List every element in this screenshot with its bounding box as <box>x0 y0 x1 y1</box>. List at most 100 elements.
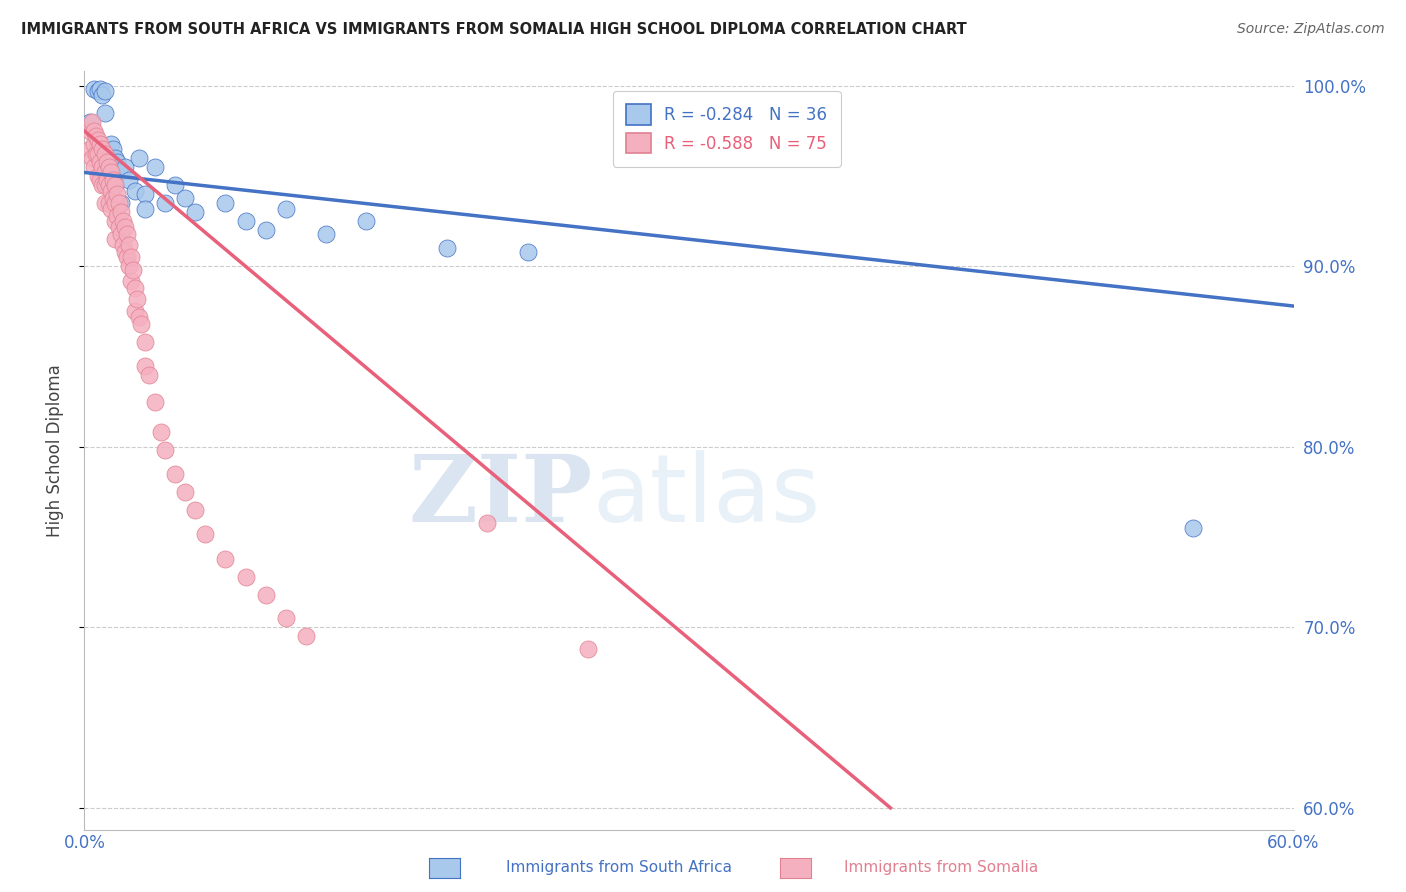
Point <box>274 611 297 625</box>
Point <box>100 184 122 198</box>
Point <box>115 227 138 241</box>
Point <box>91 142 114 156</box>
Point <box>89 172 111 186</box>
Point <box>104 214 127 228</box>
Point <box>104 151 127 165</box>
Point <box>165 467 187 481</box>
Point <box>118 172 141 186</box>
Point <box>114 160 136 174</box>
Point <box>87 147 110 161</box>
Point <box>107 219 129 234</box>
Point <box>91 178 114 193</box>
Point <box>134 359 156 373</box>
Point <box>254 588 277 602</box>
Text: Source: ZipAtlas.com: Source: ZipAtlas.com <box>1237 22 1385 37</box>
Point <box>121 263 143 277</box>
Point <box>111 237 134 252</box>
Point <box>93 165 115 179</box>
Point <box>107 196 129 211</box>
Text: Immigrants from Somalia: Immigrants from Somalia <box>844 860 1038 874</box>
Point <box>89 136 111 151</box>
Point <box>105 187 128 202</box>
Point <box>516 244 538 259</box>
Y-axis label: High School Diploma: High School Diploma <box>45 364 63 537</box>
Point <box>153 196 176 211</box>
Point <box>120 250 142 264</box>
Text: ZIP: ZIP <box>408 451 592 541</box>
Point <box>101 172 124 186</box>
Point <box>97 178 120 193</box>
Point <box>576 642 599 657</box>
Point <box>125 292 148 306</box>
Point <box>104 232 127 246</box>
Point <box>214 551 236 566</box>
Point <box>96 154 118 169</box>
Point <box>315 227 337 241</box>
Point <box>110 227 132 241</box>
Point <box>89 82 111 96</box>
Point <box>104 196 127 211</box>
Point <box>83 124 105 138</box>
Text: Immigrants from South Africa: Immigrants from South Africa <box>506 860 733 874</box>
Point <box>107 165 129 179</box>
Point <box>436 241 458 255</box>
Point <box>134 202 156 216</box>
Point <box>124 281 146 295</box>
Point <box>235 214 257 228</box>
Point <box>124 184 146 198</box>
Point <box>91 87 114 102</box>
Point <box>184 503 207 517</box>
Point <box>93 84 115 98</box>
Point <box>100 202 122 216</box>
Point <box>105 154 128 169</box>
Point <box>105 209 128 223</box>
Point <box>114 219 136 234</box>
Point <box>165 178 187 193</box>
Point <box>97 196 120 211</box>
Point <box>295 629 318 643</box>
Point <box>356 214 378 228</box>
Point <box>100 136 122 151</box>
Point <box>93 106 115 120</box>
Point <box>194 526 217 541</box>
Point <box>110 196 132 211</box>
Point <box>82 115 104 129</box>
Point <box>82 151 104 165</box>
Point <box>101 191 124 205</box>
Point <box>128 310 150 324</box>
Point <box>100 165 122 179</box>
Point <box>87 84 110 98</box>
Point <box>235 570 257 584</box>
Point <box>214 196 236 211</box>
Point <box>97 151 120 165</box>
Point <box>104 178 127 193</box>
Point <box>79 115 101 129</box>
Point <box>138 368 160 382</box>
Point <box>118 237 141 252</box>
Point <box>115 250 138 264</box>
Point <box>93 178 115 193</box>
Point <box>83 136 105 151</box>
Point <box>477 516 499 530</box>
Point <box>134 187 156 202</box>
Text: atlas: atlas <box>592 450 821 542</box>
Point <box>174 485 197 500</box>
Point <box>1181 521 1204 535</box>
Point <box>184 205 207 219</box>
Point <box>83 160 105 174</box>
Point <box>120 274 142 288</box>
Point <box>254 223 277 237</box>
Point <box>134 335 156 350</box>
Point <box>143 394 166 409</box>
Point <box>110 205 132 219</box>
Point <box>93 147 115 161</box>
Point <box>96 172 118 186</box>
Point <box>79 124 101 138</box>
Point <box>153 443 176 458</box>
Point <box>111 214 134 228</box>
Point <box>104 178 127 193</box>
Point <box>97 160 120 174</box>
Point <box>91 160 114 174</box>
Point <box>89 154 111 169</box>
Point <box>79 142 101 156</box>
